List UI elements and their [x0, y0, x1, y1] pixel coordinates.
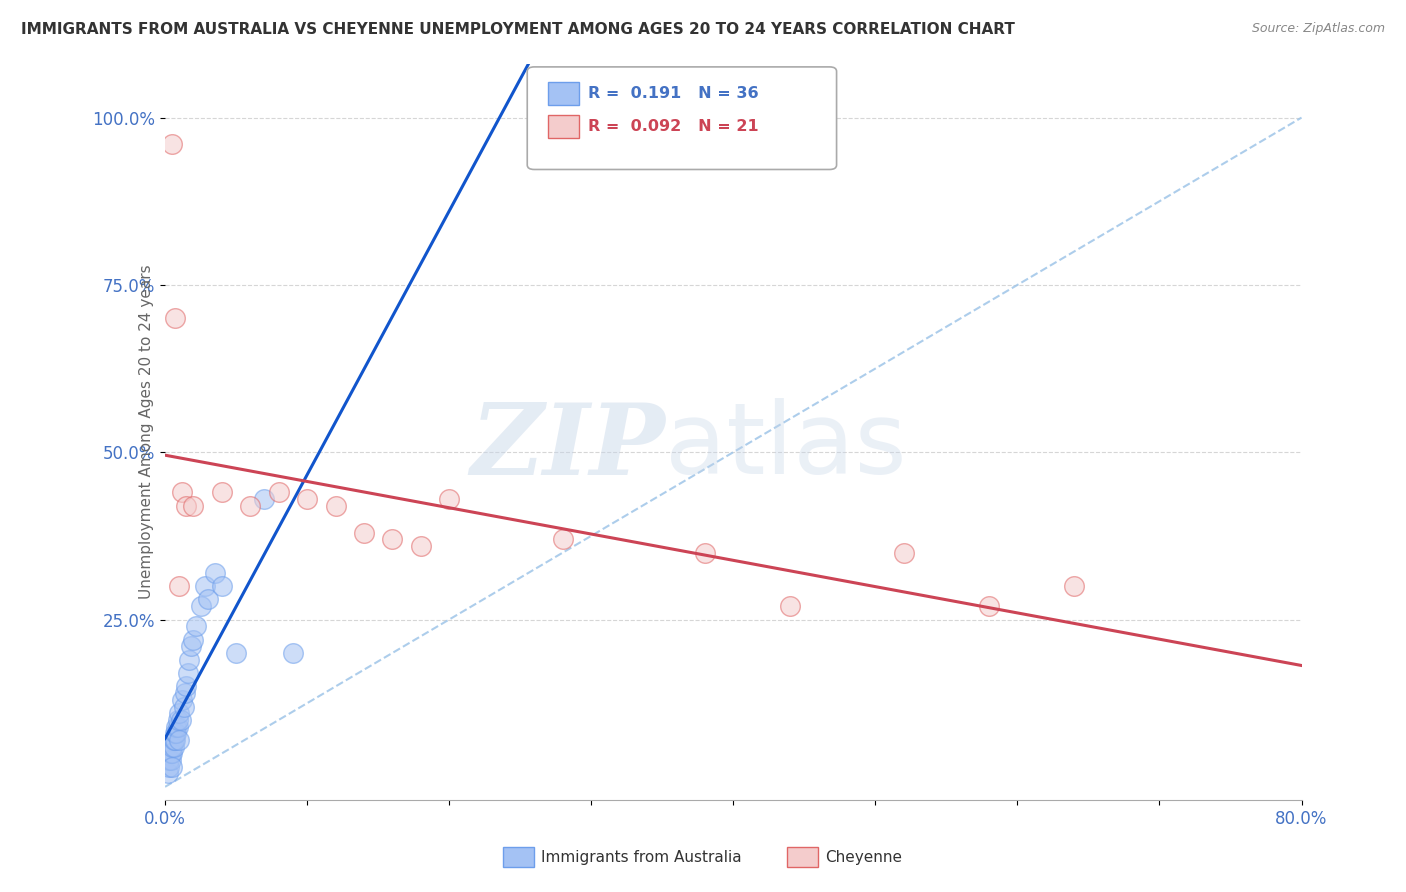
Point [170, 713, 193, 727]
Y-axis label: Unemployment Among Ages 20 to 24 years: Unemployment Among Ages 20 to 24 years [139, 265, 153, 599]
Point [437, 491, 460, 506]
Point [166, 713, 188, 727]
Point [190, 599, 212, 614]
Text: ZIP: ZIP [470, 399, 665, 495]
Point [353, 525, 375, 540]
Point [176, 680, 198, 694]
Point [163, 733, 186, 747]
Point [239, 499, 262, 513]
Point [163, 311, 186, 326]
Point [179, 653, 201, 667]
Point [409, 539, 432, 553]
Point [174, 686, 197, 700]
Point [204, 566, 226, 580]
Point [167, 733, 190, 747]
Point [172, 485, 194, 500]
Point [551, 533, 574, 547]
Point [267, 485, 290, 500]
Point [165, 720, 187, 734]
Point [166, 720, 188, 734]
Point [295, 491, 318, 506]
Point [177, 666, 200, 681]
Point [172, 693, 194, 707]
Text: Immigrants from Australia: Immigrants from Australia [541, 850, 742, 864]
Point [157, 760, 180, 774]
Point [779, 599, 801, 614]
Point [160, 137, 183, 152]
Text: IMMIGRANTS FROM AUSTRALIA VS CHEYENNE UNEMPLOYMENT AMONG AGES 20 TO 24 YEARS COR: IMMIGRANTS FROM AUSTRALIA VS CHEYENNE UN… [21, 22, 1015, 37]
Point [183, 632, 205, 647]
Point [162, 739, 184, 754]
Point [160, 747, 183, 761]
Point [977, 599, 1000, 614]
Point [281, 646, 304, 660]
Point [159, 747, 181, 761]
Point [162, 733, 184, 747]
Point [381, 533, 404, 547]
Point [893, 546, 915, 560]
Point [194, 579, 217, 593]
Point [225, 646, 247, 660]
Point [211, 485, 233, 500]
Point [165, 726, 187, 740]
Point [183, 499, 205, 513]
Point [325, 499, 347, 513]
Text: R =  0.092   N = 21: R = 0.092 N = 21 [588, 120, 758, 134]
Text: atlas: atlas [665, 399, 907, 495]
Point [160, 760, 183, 774]
Point [159, 753, 181, 767]
Point [253, 491, 276, 506]
Point [211, 579, 233, 593]
Point [186, 619, 208, 633]
Point [1063, 579, 1085, 593]
Point [157, 753, 180, 767]
Point [197, 592, 219, 607]
Text: R =  0.191   N = 36: R = 0.191 N = 36 [588, 87, 758, 101]
Point [693, 546, 716, 560]
Text: Cheyenne: Cheyenne [825, 850, 903, 864]
Point [176, 499, 198, 513]
Point [160, 739, 183, 754]
Point [156, 766, 179, 780]
Point [163, 726, 186, 740]
Point [167, 706, 190, 721]
Point [173, 699, 195, 714]
Point [180, 640, 202, 654]
Text: Source: ZipAtlas.com: Source: ZipAtlas.com [1251, 22, 1385, 36]
Point [167, 579, 190, 593]
